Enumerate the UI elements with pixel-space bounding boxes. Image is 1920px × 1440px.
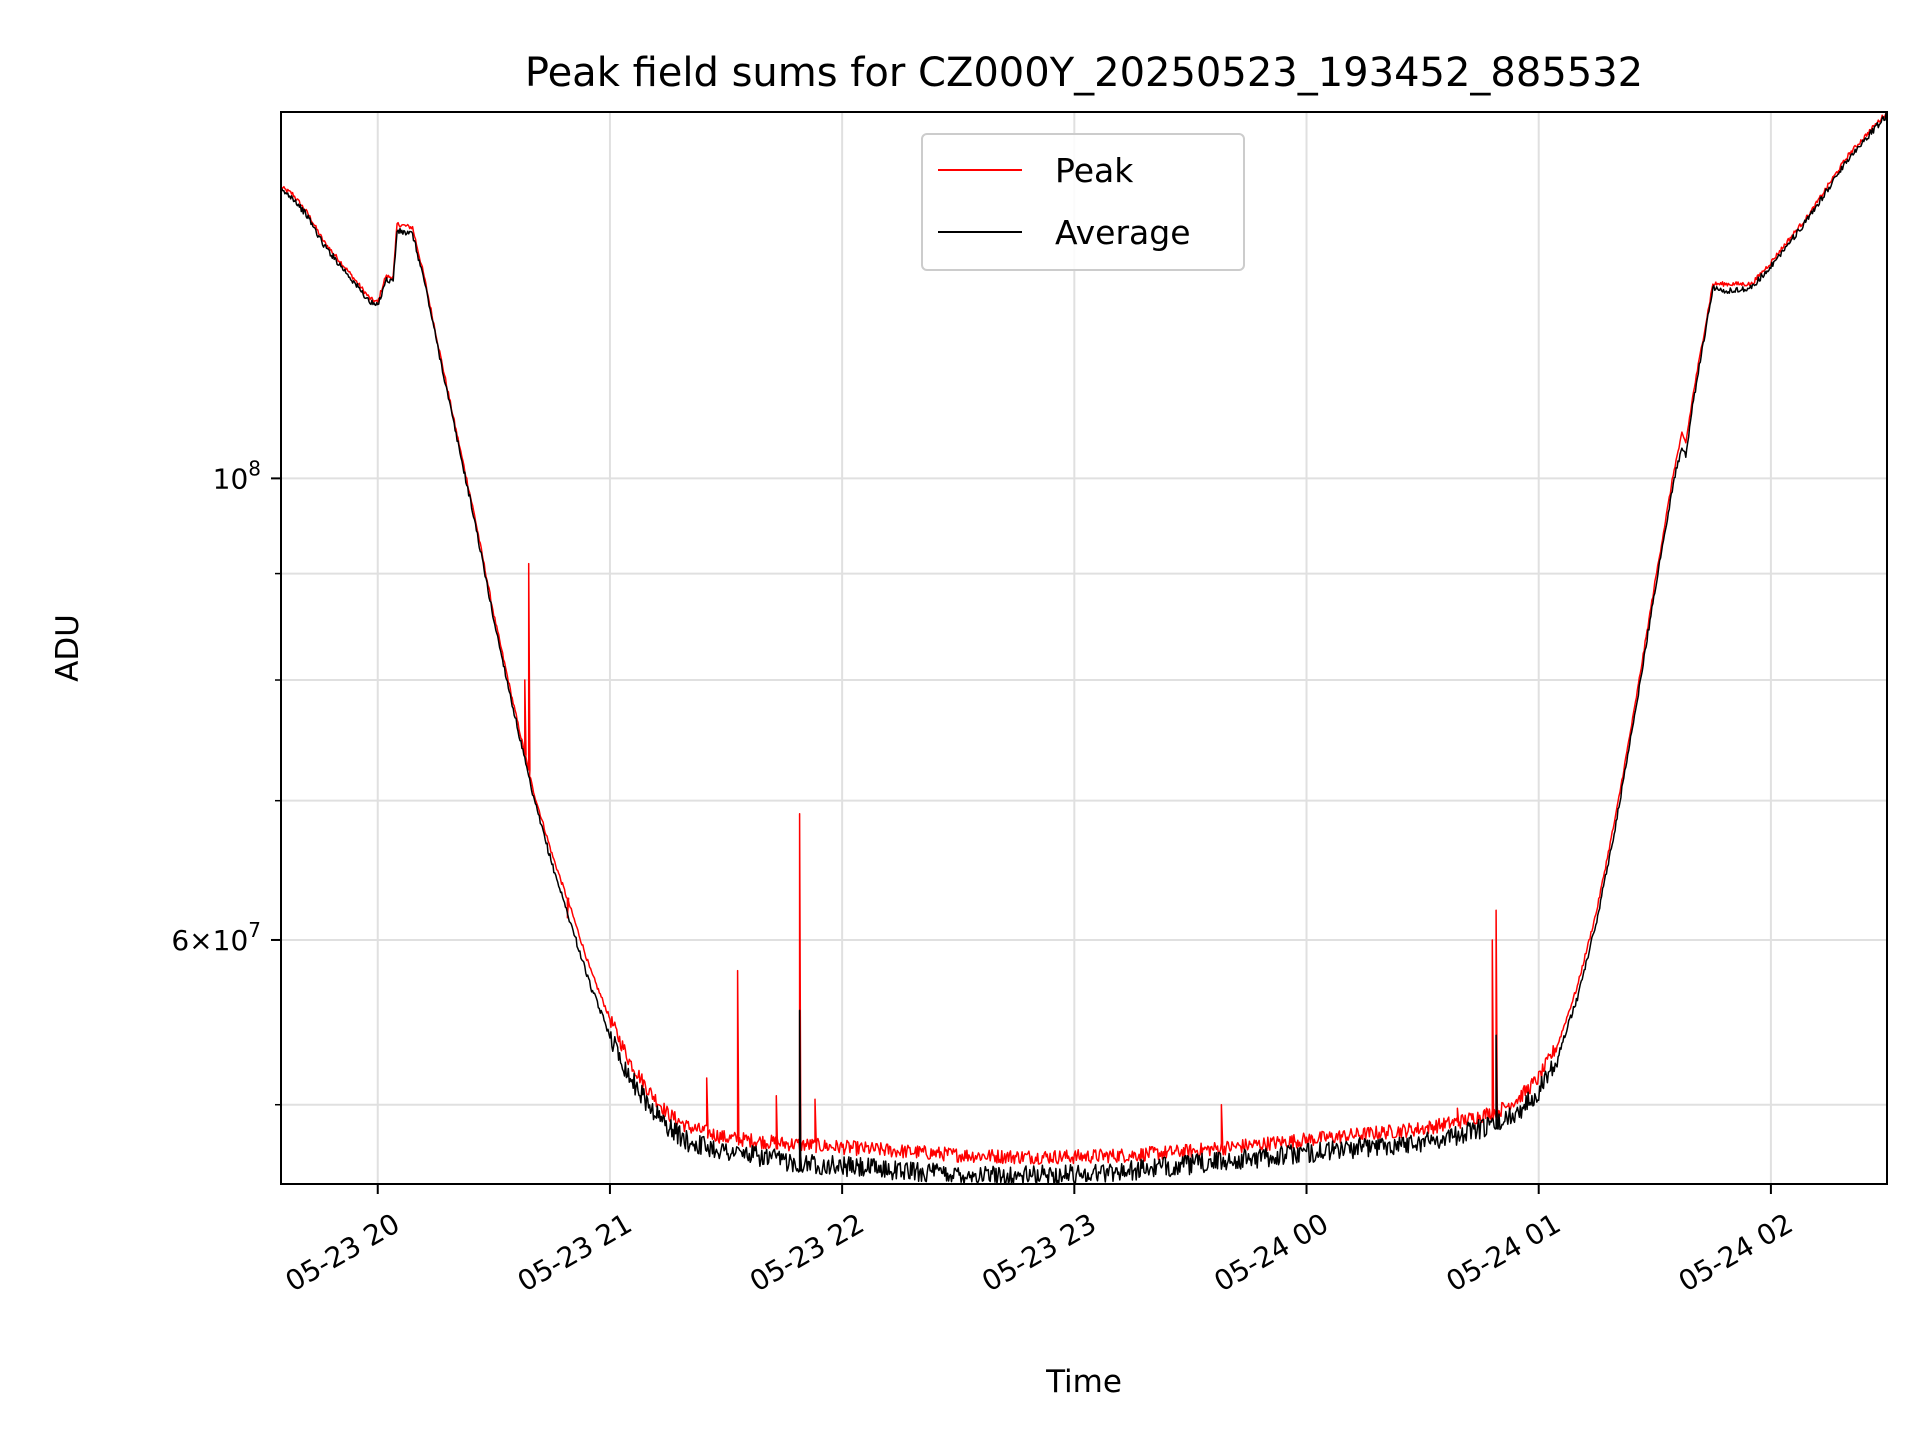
legend-label-average: Average (1055, 213, 1191, 252)
series-line-average (280, 112, 1888, 1185)
legend-label-peak: Peak (1055, 151, 1134, 190)
plot-lines (280, 111, 1888, 1185)
y-axis-title: ADU (50, 614, 86, 682)
series-line-peak (280, 111, 1888, 1165)
grid (281, 112, 1887, 1184)
x-axis-title: Time (1045, 1364, 1122, 1400)
plot-frame (280, 111, 1888, 1185)
chart-title: Peak field sums for CZ000Y_20250523_1934… (525, 50, 1643, 96)
y-axis: 108 6×107 (171, 456, 281, 1106)
y-tick-label: 108 (213, 456, 261, 495)
legend-box (921, 133, 1245, 271)
y-tick-label: 6×107 (171, 918, 261, 957)
legend: Peak Average (921, 133, 1245, 271)
